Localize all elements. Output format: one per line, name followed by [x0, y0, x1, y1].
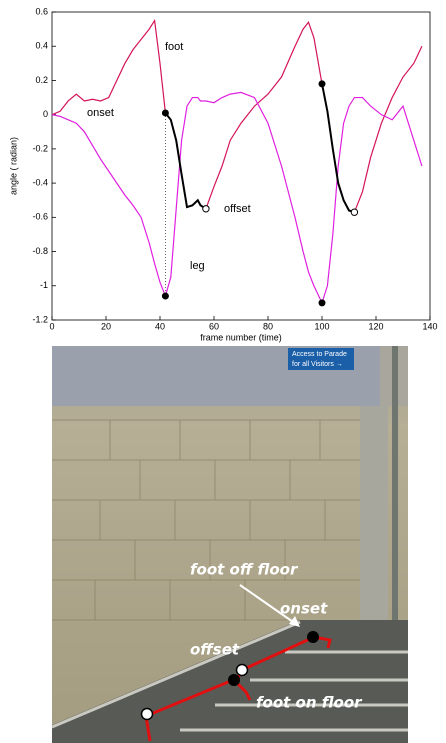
series-line — [205, 21, 323, 209]
onset-marker — [318, 80, 326, 88]
x-tick-label: 40 — [155, 321, 165, 331]
x-axis-label: frame number (time) — [200, 332, 282, 342]
photo-label: foot off floor — [190, 561, 299, 579]
annotation: foot — [165, 41, 183, 53]
annotation: onset — [87, 107, 114, 119]
photo-label: foot on floor — [256, 694, 363, 712]
sign — [288, 348, 354, 370]
photo: Access to Parade for all Visitors → foot… — [51, 346, 408, 743]
y-tick-label: -0.4 — [32, 177, 48, 187]
offset-dot — [140, 707, 154, 721]
plot-frame — [51, 11, 431, 321]
sign-text: for all Visitors → — [292, 361, 343, 368]
series-line — [353, 45, 423, 213]
photo-label: offset — [190, 641, 240, 659]
series-line — [321, 83, 355, 214]
x-tick-label: 140 — [422, 321, 437, 331]
y-tick-label: -1 — [40, 280, 48, 290]
leg-marker — [161, 292, 169, 300]
x-tick-label: 0 — [49, 321, 54, 331]
y-tick-label: -1.2 — [32, 314, 48, 324]
x-tick-label: 60 — [209, 321, 219, 331]
arrow-head — [289, 616, 300, 627]
y-tick-label: -0.2 — [32, 143, 48, 153]
sign-text: Access to Parade — [292, 351, 347, 358]
y-tick-label: 0.2 — [35, 75, 48, 85]
drainpipe — [392, 346, 398, 743]
annotation: leg — [190, 260, 205, 272]
series-line — [164, 112, 207, 210]
onset-marker — [161, 109, 169, 117]
onset-dot — [307, 631, 319, 643]
y-tick-label: 0 — [43, 109, 48, 119]
series-line — [51, 18, 166, 116]
x-tick-label: 80 — [263, 321, 273, 331]
offset-marker — [202, 205, 210, 213]
leg-marker — [318, 299, 326, 307]
y-tick-label: 0.4 — [35, 41, 48, 51]
offset-marker — [350, 208, 359, 216]
stone-joints — [52, 419, 360, 621]
y-axis-label: angle ( radian) — [8, 137, 18, 195]
y-tick-label: -0.8 — [32, 246, 48, 256]
photo-label: onset — [280, 600, 328, 618]
upper-wall — [52, 346, 408, 406]
arrow — [239, 584, 297, 625]
step-edges — [51, 620, 408, 732]
series-line — [51, 91, 423, 305]
chart: angle ( radian) frame number (time) -1.2… — [8, 6, 437, 342]
onset-dot — [228, 674, 240, 686]
y-tick-label: 0.6 — [35, 6, 48, 16]
x-tick-label: 100 — [314, 321, 329, 331]
offset-dot — [235, 663, 249, 677]
x-tick-label: 20 — [101, 321, 111, 331]
annotation: offset — [224, 203, 251, 215]
y-tick-label: -0.6 — [32, 212, 48, 222]
x-tick-label: 120 — [368, 321, 383, 331]
